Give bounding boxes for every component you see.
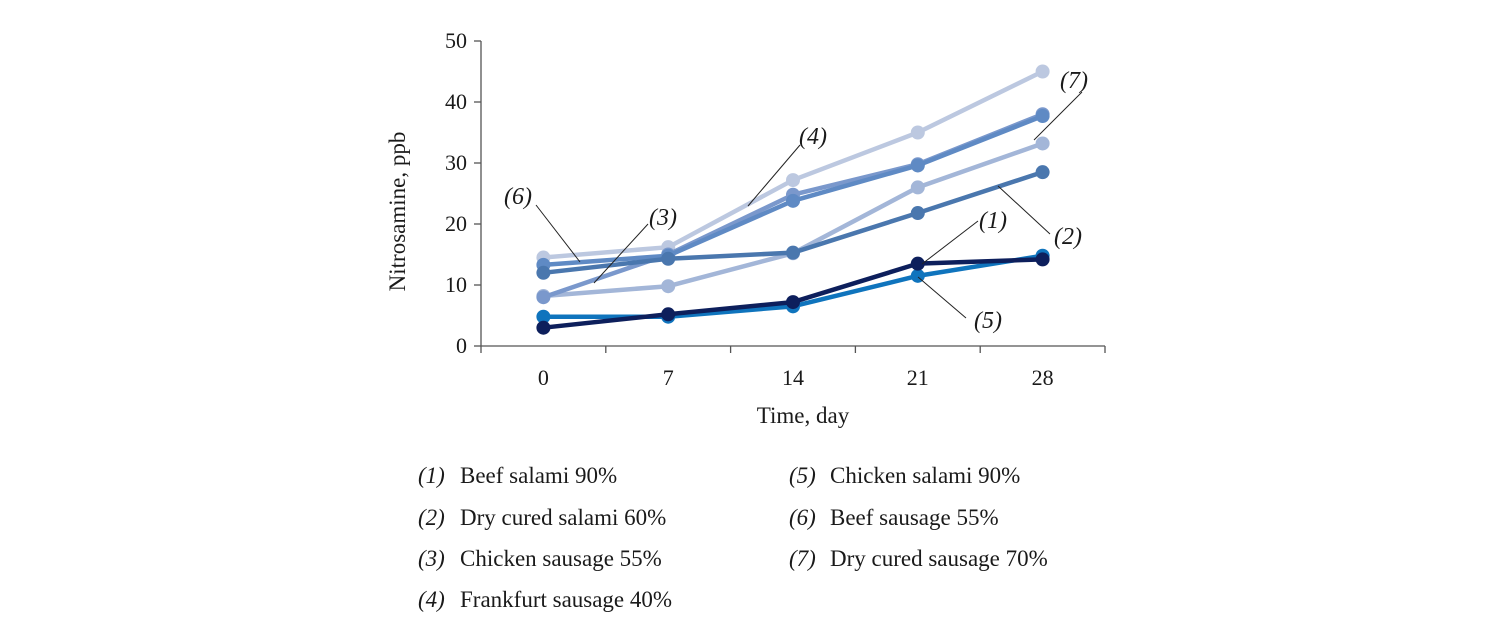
legend-item-4: (4) Frankfurt sausage 40% bbox=[418, 587, 672, 612]
data-point bbox=[910, 180, 925, 195]
series-layer bbox=[536, 64, 1050, 335]
y-tick-label: 30 bbox=[445, 150, 467, 175]
legend-item-6: (6) Beef sausage 55% bbox=[789, 505, 999, 530]
series-7 bbox=[536, 136, 1050, 303]
callout-leader-line bbox=[921, 220, 979, 265]
x-tick-label: 28 bbox=[1032, 365, 1054, 390]
x-axis-title: Time, day bbox=[757, 403, 850, 428]
x-tick-label: 14 bbox=[782, 365, 804, 390]
data-point bbox=[910, 158, 925, 173]
legend-number: (7) bbox=[789, 546, 816, 571]
callout-leader-line bbox=[1033, 91, 1083, 141]
callout-7: (7) bbox=[1033, 68, 1088, 141]
legend-label: Frankfurt sausage 40% bbox=[460, 587, 672, 612]
data-point bbox=[1035, 252, 1050, 267]
data-point bbox=[536, 309, 551, 324]
callout-leader-line bbox=[747, 144, 801, 207]
data-point bbox=[910, 256, 925, 271]
series-6 bbox=[536, 109, 1050, 272]
legend-label: Chicken sausage 55% bbox=[460, 546, 662, 571]
callout-leader-line bbox=[997, 185, 1051, 235]
data-point bbox=[910, 125, 925, 140]
y-tick-label: 10 bbox=[445, 272, 467, 297]
data-point bbox=[661, 307, 676, 322]
data-point bbox=[786, 245, 800, 260]
data-point bbox=[661, 279, 676, 294]
callout-2: (2) bbox=[997, 185, 1082, 250]
data-point bbox=[1035, 165, 1050, 180]
callout-1: (1) bbox=[921, 208, 1007, 265]
data-point bbox=[661, 251, 676, 266]
legend-label: Beef salami 90% bbox=[460, 463, 617, 488]
callout-label: (5) bbox=[974, 308, 1002, 334]
legend-item-7: (7) Dry cured sausage 70% bbox=[789, 546, 1048, 571]
legend-label: Beef sausage 55% bbox=[830, 505, 999, 530]
callout-label: (2) bbox=[1054, 224, 1082, 250]
callout-label: (3) bbox=[649, 205, 677, 231]
axes: 0 10 20 30 40 50 0 7 14 21 28 Time, day Nitrosamine,… bbox=[385, 28, 1106, 428]
callout-3: (3) bbox=[593, 205, 677, 284]
legend-item-5: (5) Chicken salami 90% bbox=[789, 463, 1020, 488]
legend-item-2: (2) Dry cured salami 60% bbox=[418, 505, 666, 530]
callout-label: (4) bbox=[799, 124, 827, 150]
callout-6: (6) bbox=[504, 184, 581, 263]
callouts: (1) (2) (3) (4) (5) (6) (7) bbox=[504, 68, 1088, 334]
y-axis-title: Nitrosamine, ppb bbox=[385, 132, 410, 292]
data-point bbox=[1035, 109, 1050, 124]
data-point bbox=[910, 206, 925, 221]
data-point bbox=[1035, 136, 1050, 151]
callout-label: (7) bbox=[1060, 68, 1088, 94]
callout-label: (1) bbox=[979, 208, 1007, 234]
legend-item-3: (3) Chicken sausage 55% bbox=[418, 546, 662, 571]
legend-number: (1) bbox=[418, 463, 445, 488]
callout-leader-line bbox=[593, 223, 649, 284]
series-4 bbox=[536, 64, 1050, 265]
legend: (1) Beef salami 90% (2) Dry cured salami 60… bbox=[418, 463, 1048, 612]
legend-item-1: (1) Beef salami 90% bbox=[418, 463, 617, 488]
legend-label: Dry cured sausage 70% bbox=[830, 546, 1048, 571]
callout-leader-line bbox=[917, 276, 967, 319]
legend-number: (3) bbox=[418, 546, 445, 571]
y-tick-label: 20 bbox=[445, 211, 467, 236]
y-tick-label: 40 bbox=[445, 89, 467, 114]
y-tick-label: 50 bbox=[445, 28, 467, 53]
data-point bbox=[536, 320, 551, 335]
callout-5: (5) bbox=[917, 276, 1002, 334]
series-line bbox=[541, 69, 1045, 260]
x-tick-label: 21 bbox=[907, 365, 929, 390]
data-point bbox=[786, 173, 800, 188]
x-tick-label: 0 bbox=[538, 365, 549, 390]
data-point bbox=[786, 295, 800, 310]
callout-label: (6) bbox=[504, 184, 532, 210]
legend-label: Chicken salami 90% bbox=[830, 463, 1020, 488]
series-2 bbox=[536, 165, 1050, 280]
callout-leader-line bbox=[535, 204, 581, 263]
callout-4: (4) bbox=[747, 124, 827, 207]
data-point bbox=[1035, 64, 1050, 79]
legend-label: Dry cured salami 60% bbox=[460, 505, 666, 530]
y-tick-label: 0 bbox=[456, 333, 467, 358]
series-1 bbox=[536, 252, 1050, 335]
data-point bbox=[536, 290, 551, 305]
legend-number: (4) bbox=[418, 587, 445, 612]
data-point bbox=[786, 193, 800, 208]
legend-number: (5) bbox=[789, 463, 816, 488]
x-tick-label: 7 bbox=[663, 365, 674, 390]
legend-number: (6) bbox=[789, 505, 816, 530]
data-point bbox=[536, 265, 551, 280]
legend-number: (2) bbox=[418, 505, 445, 530]
